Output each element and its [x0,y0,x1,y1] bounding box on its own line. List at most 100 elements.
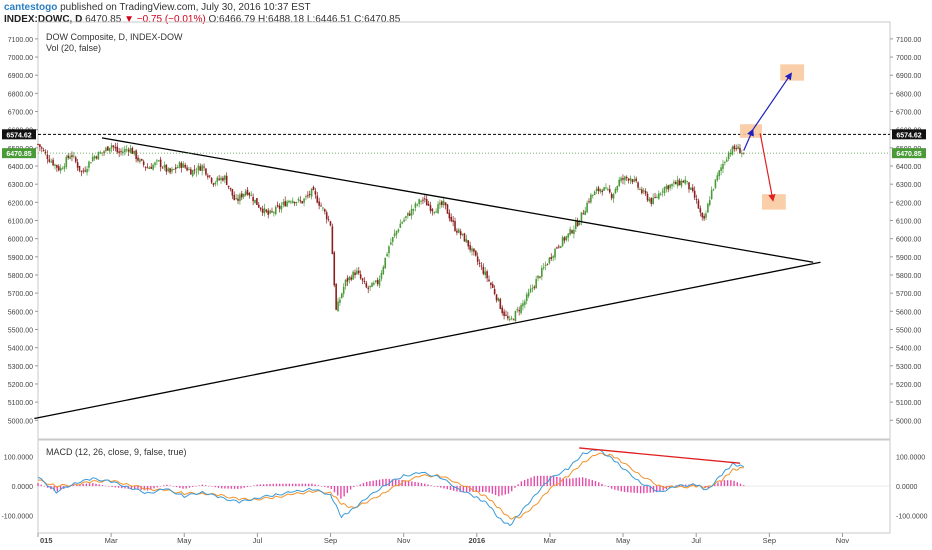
candle-body [424,198,426,200]
macd-histogram-bar [375,480,378,487]
macd-histogram-bar [240,486,242,489]
candle-body [654,196,656,198]
macd-histogram-bar [359,484,361,487]
macd-histogram-bar [482,486,484,492]
x-tick-label: May [177,536,191,545]
candle-body [561,237,564,247]
candle-body [324,209,326,212]
candle-body [641,189,643,194]
candle-body [446,204,449,214]
candle-body [671,183,673,187]
candle-body [490,282,492,285]
right-y-tick-label: 5400.00 [896,346,921,353]
candle-body [290,201,292,203]
main-legend-title: DOW Composite, D, INDEX-DOW [46,32,183,42]
macd-histogram-bar [169,485,171,487]
macd-histogram-bar [430,485,432,487]
candle-body [412,209,415,211]
candle-body [59,167,62,171]
macd-histogram-bar [159,486,162,487]
macd-histogram-bar [417,482,419,487]
macd-histogram-bar [572,478,574,487]
candle-body [261,208,264,213]
candle-body [107,146,109,151]
macd-histogram-bar [733,480,735,487]
candle-body [601,190,604,193]
macd-histogram-bar [124,486,126,489]
candle-body [186,167,188,171]
candle-body [242,193,245,197]
candle-body [550,257,553,259]
candle-body [718,170,721,177]
candle-body [184,164,186,168]
macd-histogram-bar [330,486,332,490]
candle-body [157,160,160,162]
macd-histogram-bar [98,484,100,487]
candle-body [448,212,451,219]
candle-body [658,193,660,199]
candle-body [708,200,711,205]
candle-body [129,148,132,153]
macd-histogram-bar [343,486,345,497]
target-box [740,124,763,138]
right-y-tick-label: 6100.00 [896,219,921,226]
right-y-tick-label: 5000.00 [896,418,921,425]
candle-body [676,179,679,186]
macd-histogram-bar [607,486,610,488]
author-link[interactable]: cantestogo [4,2,58,13]
macd-histogram-bar [349,486,352,490]
candle-body [373,282,375,285]
candle-body [154,162,156,165]
macd-histogram-bar [288,483,291,487]
candle-body [342,286,345,294]
macd-histogram-bar [610,486,613,489]
macd-histogram-bar [456,486,458,492]
macd-histogram-bar [556,476,558,487]
candle-body [105,147,107,152]
candle-body [516,309,519,311]
candle-body [582,213,585,215]
candle-body [63,166,66,169]
candle-body [410,208,413,216]
candle-body [729,152,732,154]
candle-body [407,212,409,216]
macd-histogram-bar [646,486,648,493]
candle-body [331,226,334,255]
candle-body [116,146,119,153]
candle-body [435,211,437,213]
candle-body [497,298,500,302]
candle-body [354,272,356,276]
x-tick-label: 2016 [468,536,485,545]
macd-histogram-bar [172,486,175,487]
candle-body [710,190,713,200]
projection-arrow [752,72,792,131]
candle-body [554,248,556,258]
macd-histogram-bar [549,475,552,487]
candle-body [71,155,73,157]
macd-right-tick-label: -100.0000 [896,513,928,520]
candle-body [586,202,588,213]
candle-body [163,165,166,168]
candle-body [539,276,541,278]
candle-body [88,161,90,168]
macd-histogram-bar [385,478,387,487]
candle-body [224,175,226,180]
candle-body [57,166,60,171]
candle-body [495,294,498,301]
candle-body [493,289,496,294]
candle-body [344,279,347,287]
candle-body [148,167,151,169]
candle-body [56,164,58,168]
macd-histogram-bar [137,486,139,490]
candle-body [386,254,388,257]
macd-histogram-bar [179,486,181,488]
candle-body [741,152,743,154]
high-price-badge-left [2,129,36,140]
candle-body [552,256,554,258]
candle-body [188,169,190,171]
candle-body [227,185,230,188]
candle-body [122,151,124,154]
candle-body [567,233,570,238]
candle-body [522,303,524,307]
